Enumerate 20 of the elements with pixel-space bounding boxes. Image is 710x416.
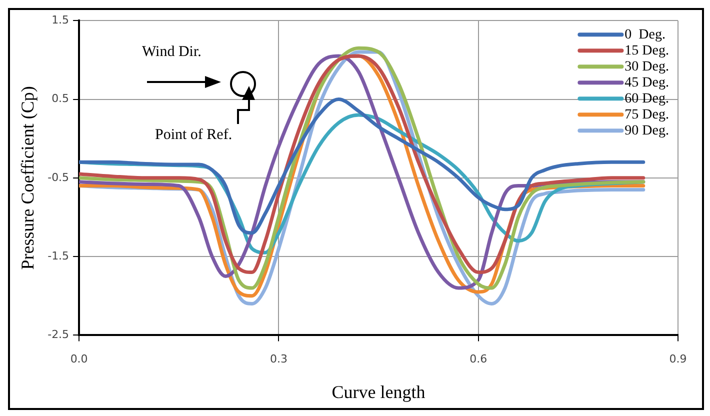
annotation: Point of Ref. — [155, 127, 232, 144]
y-tick-label: -0.5 — [48, 170, 70, 184]
legend-label: 60 Deg. — [624, 91, 670, 106]
y-tick-label: 0.5 — [52, 92, 70, 106]
x-tick-label: 0.0 — [70, 352, 88, 366]
legend-label: 0 Deg. — [624, 27, 666, 42]
legend-label: 45 Deg. — [624, 75, 670, 90]
x-tick-label: 0.3 — [270, 352, 288, 366]
x-tick-label: 0.6 — [470, 352, 488, 366]
legend-label: 75 Deg. — [624, 107, 670, 122]
y-tick-label: -1.5 — [48, 249, 70, 262]
y-tick-label: -2.5 — [48, 328, 70, 342]
legend-label: 30 Deg. — [624, 59, 670, 74]
x-axis-title: Curve length — [332, 382, 426, 402]
legend-label: 15 Deg. — [624, 43, 670, 58]
y-tick-label: 1.5 — [52, 13, 70, 26]
legend-label: 90 Deg. — [624, 123, 670, 138]
x-tick-label: 0.9 — [669, 352, 687, 366]
annotation: Wind Dir. — [142, 44, 202, 61]
y-axis-title: Pressure Coefficient (Cp) — [18, 86, 38, 270]
